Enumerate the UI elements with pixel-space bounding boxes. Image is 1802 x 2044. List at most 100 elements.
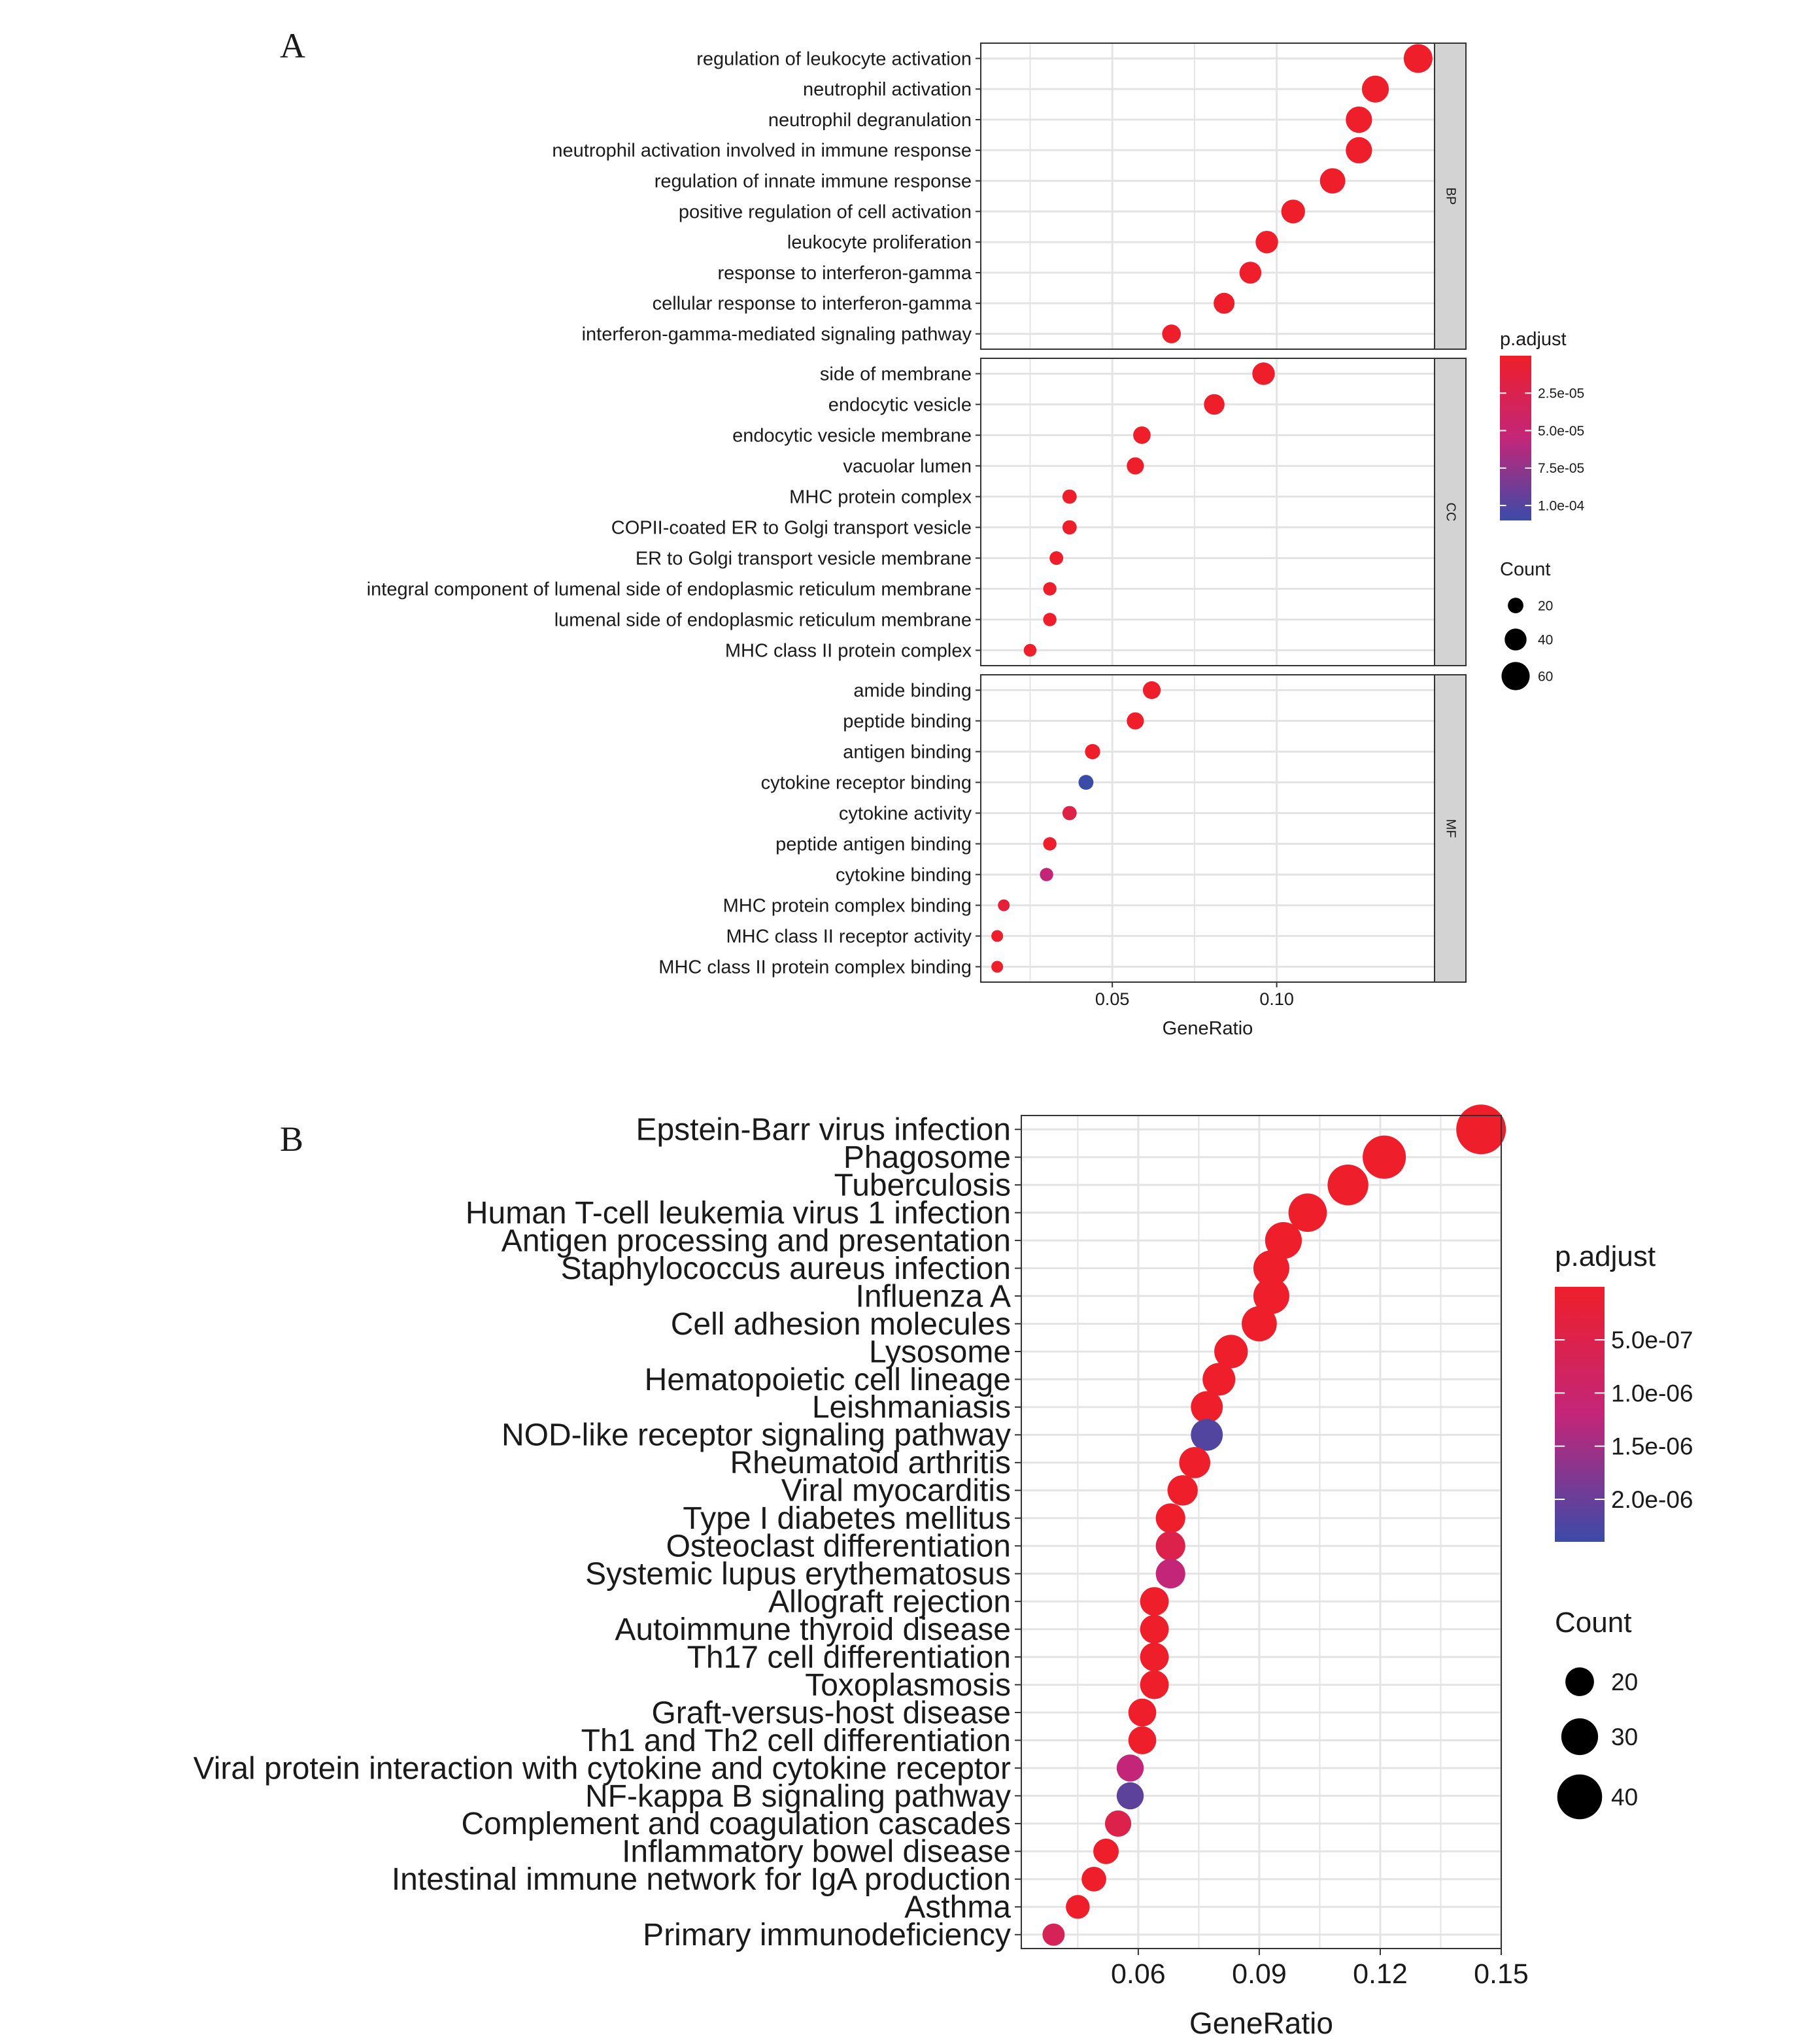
category-label: neutrophil activation involved in immune… bbox=[552, 141, 972, 162]
data-point bbox=[1066, 1895, 1090, 1919]
category-label: vacuolar lumen bbox=[843, 456, 972, 477]
category-label: regulation of leukocyte activation bbox=[696, 48, 972, 69]
category-label: Viral myocarditis bbox=[781, 1474, 1011, 1508]
data-point bbox=[1116, 1754, 1144, 1782]
data-point bbox=[1140, 1670, 1169, 1699]
size-legend-label: 20 bbox=[1611, 1669, 1638, 1695]
category-label: Autoimmune thyroid disease bbox=[615, 1612, 1011, 1647]
data-point bbox=[1140, 1614, 1169, 1644]
x-axis-title: GeneRatio bbox=[1189, 2006, 1333, 2040]
category-label: MHC class II protein complex binding bbox=[658, 957, 972, 978]
category-label: peptide binding bbox=[843, 711, 972, 732]
size-legend-dot bbox=[1565, 1667, 1594, 1696]
size-legend: Count 20 40 60 bbox=[1500, 559, 1553, 690]
panel-a-go-dotplot: regulation of leukocyte activation neutro… bbox=[367, 43, 1585, 1039]
category-label: lumenal side of endoplasmic reticulum me… bbox=[554, 609, 972, 630]
facet-cc: side of membrane endocytic vesicle endocyt… bbox=[367, 358, 1467, 666]
data-point bbox=[1242, 1306, 1277, 1342]
category-label: integral component of lumenal side of en… bbox=[367, 579, 972, 600]
data-point bbox=[1049, 551, 1064, 565]
data-point bbox=[1281, 199, 1305, 224]
facet-strip bbox=[1434, 43, 1467, 350]
color-legend-label: 7.5e-05 bbox=[1538, 461, 1584, 476]
data-point bbox=[1255, 230, 1278, 254]
plot-area bbox=[981, 675, 1435, 982]
data-point bbox=[1191, 1391, 1223, 1423]
data-point bbox=[1043, 837, 1057, 851]
category-label: Asthma bbox=[904, 1890, 1011, 1925]
data-point bbox=[1140, 1643, 1169, 1672]
facet-bp: regulation of leukocyte activation neutro… bbox=[552, 43, 1467, 350]
facet-strip-label: BP bbox=[1444, 188, 1458, 205]
category-label: Hematopoietic cell lineage bbox=[645, 1363, 1011, 1397]
category-label: cytokine binding bbox=[836, 864, 972, 885]
data-point bbox=[1085, 743, 1100, 760]
category-label: Systemic lupus erythematosus bbox=[585, 1557, 1011, 1592]
color-legend-label: 1.0e-04 bbox=[1538, 498, 1585, 513]
category-label: Intestinal immune network for IgA produc… bbox=[392, 1862, 1011, 1897]
data-point bbox=[991, 961, 1004, 973]
category-label: NOD-like receptor signaling pathway bbox=[502, 1418, 1011, 1453]
x-tick-label: 0.06 bbox=[1111, 1958, 1166, 1990]
category-label: positive regulation of cell activation bbox=[679, 201, 972, 222]
panel-b-kegg-dotplot: Epstein-Barr virus infectionPhagosomeTub… bbox=[194, 1104, 1693, 2040]
category-label: amide binding bbox=[853, 680, 972, 701]
color-legend: p.adjust 2.5e-05 5.0e-05 7.5e-05 1.0e-04 bbox=[1500, 329, 1585, 520]
panel-b-label: B bbox=[280, 1119, 303, 1159]
category-label: Leishmaniasis bbox=[812, 1390, 1011, 1425]
data-point bbox=[1319, 168, 1346, 194]
data-point bbox=[1081, 1866, 1106, 1892]
size-legend-title: Count bbox=[1555, 1607, 1631, 1639]
data-point bbox=[1253, 1278, 1289, 1314]
color-legend-label: 2.5e-05 bbox=[1538, 386, 1584, 401]
data-point bbox=[1128, 1698, 1157, 1727]
data-point bbox=[1179, 1447, 1211, 1478]
category-label: Th1 and Th2 cell differentiation bbox=[581, 1724, 1011, 1758]
category-label: peptide antigen binding bbox=[775, 834, 972, 855]
data-point bbox=[1327, 1164, 1368, 1206]
data-point bbox=[1214, 1335, 1248, 1369]
category-label: COPII-coated ER to Golgi transport vesic… bbox=[611, 517, 972, 538]
x-tick-label: 0.10 bbox=[1259, 989, 1294, 1009]
category-label: Primary immunodeficiency bbox=[643, 1918, 1011, 1952]
category-label: Antigen processing and presentation bbox=[502, 1223, 1011, 1258]
category-label: response to interferon-gamma bbox=[718, 263, 972, 284]
category-label: Osteoclast differentiation bbox=[666, 1529, 1011, 1564]
size-legend-dot bbox=[1561, 1718, 1599, 1756]
color-legend-title: p.adjust bbox=[1555, 1240, 1656, 1272]
size-legend-label: 40 bbox=[1538, 632, 1553, 647]
category-label: antigen binding bbox=[843, 741, 972, 762]
data-point bbox=[1104, 1810, 1132, 1837]
category-label: Phagosome bbox=[843, 1140, 1011, 1175]
category-label: Th17 cell differentiation bbox=[687, 1640, 1011, 1675]
data-point bbox=[991, 930, 1004, 942]
data-point bbox=[1116, 1782, 1144, 1810]
category-label: Allograft rejection bbox=[768, 1584, 1011, 1619]
category-label: neutrophil degranulation bbox=[768, 110, 972, 131]
size-legend-dot bbox=[1557, 1774, 1603, 1820]
color-legend: p.adjust 5.0e-07 1.0e-06 1.5e-06 2.0e-06 bbox=[1555, 1240, 1693, 1542]
data-point bbox=[1155, 1531, 1185, 1561]
data-point bbox=[1133, 426, 1151, 444]
category-label: Cell adhesion molecules bbox=[671, 1307, 1011, 1342]
x-tick-label: 0.09 bbox=[1232, 1958, 1287, 1990]
category-label: Tuberculosis bbox=[834, 1168, 1011, 1202]
data-point bbox=[1361, 75, 1389, 103]
x-axis-title: GeneRatio bbox=[1163, 1018, 1253, 1039]
category-label: neutrophil activation bbox=[803, 79, 972, 100]
x-axis: 0.06 0.09 0.12 0.15 GeneRatio bbox=[1111, 1949, 1529, 2040]
data-point bbox=[1062, 806, 1077, 821]
color-legend-label: 2.0e-06 bbox=[1611, 1486, 1693, 1513]
category-label: endocytic vesicle membrane bbox=[732, 425, 972, 446]
size-legend-dot bbox=[1501, 662, 1530, 690]
data-point bbox=[1167, 1475, 1198, 1506]
data-point bbox=[1040, 868, 1053, 881]
color-legend-label: 5.0e-05 bbox=[1538, 424, 1584, 439]
facet-main: Epstein-Barr virus infectionPhagosomeTub… bbox=[194, 1104, 1506, 1952]
data-point bbox=[1202, 1363, 1236, 1396]
category-label: MHC protein complex bbox=[789, 486, 972, 507]
data-point bbox=[1403, 44, 1433, 73]
category-label: cellular response to interferon-gamma bbox=[653, 294, 972, 315]
category-label: Rheumatoid arthritis bbox=[730, 1446, 1011, 1480]
panel-a-label: A bbox=[280, 26, 305, 65]
